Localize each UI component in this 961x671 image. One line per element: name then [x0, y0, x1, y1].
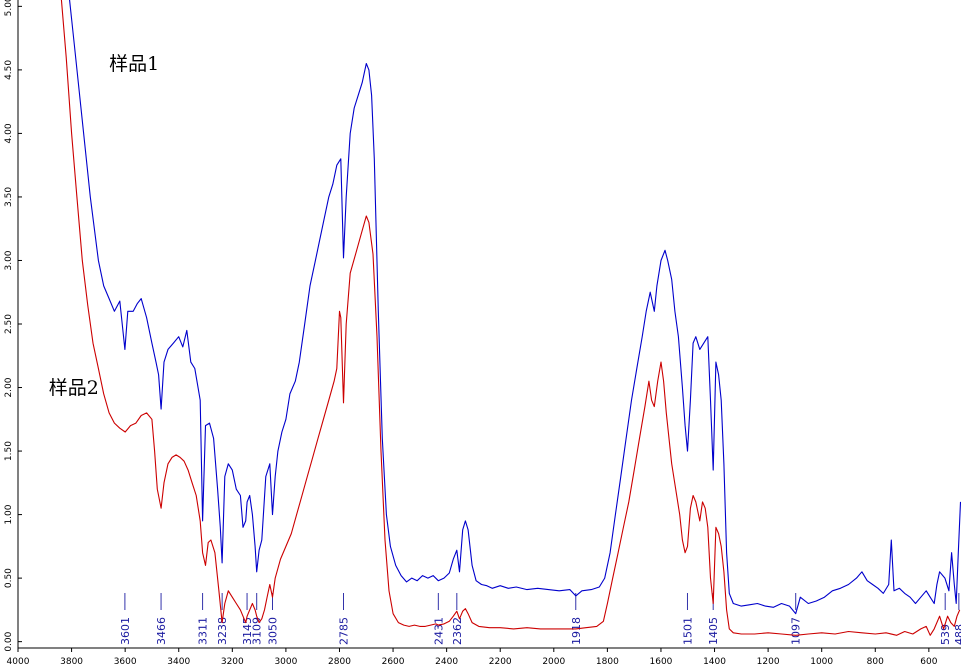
- peak-label: 3466: [155, 617, 168, 645]
- y-tick-label: 1.50: [4, 441, 14, 461]
- y-tick-label: 2.00: [4, 377, 14, 397]
- x-tick-label: 2400: [435, 657, 458, 667]
- x-tick-label: 1800: [596, 657, 619, 667]
- x-tick-label: 1200: [757, 657, 780, 667]
- peak-label: 3238: [216, 617, 229, 645]
- y-tick-label: 5.00: [4, 0, 14, 16]
- y-tick-label: 0.50: [4, 568, 14, 588]
- y-tick-label: 1.00: [4, 504, 14, 524]
- peak-label: 3050: [267, 617, 280, 645]
- x-tick-label: 3400: [167, 657, 190, 667]
- x-tick-label: 600: [920, 657, 937, 667]
- y-tick-label: 3.50: [4, 187, 14, 207]
- y-axis: 0.00 0.50 1.00 1.50 2.00 2.50 3.00 3.50 4.00 4.50…: [4, 0, 22, 652]
- x-axis: 4000 3800 3600 3400 3200 3000 2800 2600 2400 2200…: [7, 648, 938, 667]
- x-tick-label: 2600: [382, 657, 405, 667]
- peak-label: 2785: [337, 617, 350, 645]
- y-tick-label: 2.50: [4, 314, 14, 334]
- y-tick-label: 0.00: [4, 631, 14, 651]
- y-tick-label: 4.50: [4, 60, 14, 80]
- x-tick-label: 3200: [221, 657, 244, 667]
- peak-label: 3311: [197, 617, 210, 645]
- peak-label: 1501: [681, 617, 694, 645]
- y-tick-label: 4.00: [4, 123, 14, 143]
- peak-label: 2431: [432, 617, 445, 645]
- peak-label: 1918: [570, 617, 583, 645]
- plot-frame: [17, 0, 961, 649]
- x-tick-label: 2200: [489, 657, 512, 667]
- x-tick-label: 1000: [810, 657, 833, 667]
- x-tick-label: 2000: [542, 657, 565, 667]
- x-tick-label: 1400: [703, 657, 726, 667]
- peak-label: 3109: [251, 617, 264, 645]
- peak-label: 3145: [241, 617, 254, 645]
- x-tick-label: 3800: [60, 657, 83, 667]
- series-annotation: 样品2: [49, 377, 99, 399]
- x-tick-label: 800: [867, 657, 884, 667]
- x-tick-label: 4000: [7, 657, 30, 667]
- series-annotations: 样品1 样品2: [49, 53, 159, 399]
- series-annotation: 样品1: [109, 53, 159, 75]
- peak-label: 539: [939, 624, 952, 645]
- series-lines: [60, 0, 961, 636]
- y-tick-label: 3.00: [4, 250, 14, 270]
- x-tick-label: 2800: [328, 657, 351, 667]
- series-line: [69, 0, 961, 615]
- x-tick-label: 3000: [274, 657, 297, 667]
- x-tick-label: 3600: [114, 657, 137, 667]
- peak-label: 488: [953, 624, 961, 645]
- peak-label: 1405: [707, 617, 720, 645]
- peak-label: 3601: [119, 617, 132, 645]
- x-tick-label: 1600: [650, 657, 673, 667]
- peak-label: 2362: [451, 617, 464, 645]
- series-line: [60, 0, 961, 636]
- peak-label: 1097: [790, 617, 803, 645]
